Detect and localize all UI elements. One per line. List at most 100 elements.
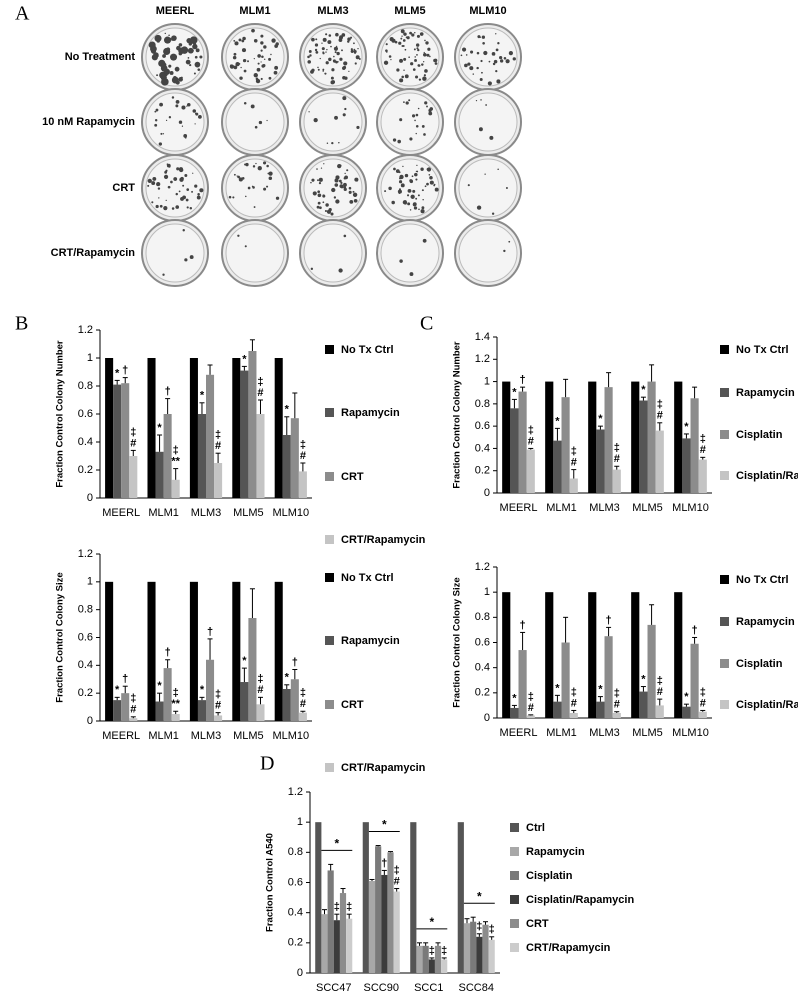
colony [397, 139, 401, 144]
colony [407, 188, 412, 193]
colony [256, 67, 261, 72]
significance-mark: ‡ [300, 687, 306, 699]
error-bar [597, 696, 603, 702]
colony [257, 166, 262, 171]
error-bar [657, 422, 663, 431]
significance-mark: ** [171, 456, 180, 468]
colony [260, 41, 264, 45]
colony [194, 123, 196, 125]
colony [165, 199, 167, 202]
significance-mark: ‡ [346, 901, 352, 913]
colony [485, 104, 488, 106]
colony [429, 55, 431, 58]
colony [415, 113, 419, 117]
bar [256, 704, 265, 721]
colony [238, 38, 242, 42]
colony [184, 136, 187, 139]
bar [256, 414, 265, 498]
colony [415, 197, 418, 200]
colony [310, 181, 312, 184]
colony [404, 173, 409, 178]
colony [383, 60, 389, 65]
bar [569, 712, 578, 718]
error-bar [284, 416, 290, 435]
error-bar [340, 888, 346, 894]
significance-mark: * [684, 421, 689, 433]
error-bar [441, 957, 447, 960]
colony [322, 37, 327, 42]
colony [404, 48, 407, 51]
colony [162, 62, 167, 67]
colony [180, 46, 189, 54]
error-bar [683, 433, 689, 439]
significance-mark: # [614, 699, 620, 711]
y-tick-label: 0 [87, 715, 93, 727]
error-bar [528, 447, 534, 450]
colony [338, 179, 342, 183]
bar [147, 358, 156, 498]
significance-mark: ‡ [476, 921, 482, 933]
significance-mark: # [215, 440, 221, 452]
legend-swatch [720, 659, 729, 668]
x-tick-label: MLM3 [589, 502, 620, 514]
bar [639, 691, 648, 718]
colony [409, 179, 414, 184]
error-bar [563, 378, 569, 398]
colony [396, 68, 400, 72]
error-bar [249, 339, 255, 351]
colony [233, 65, 238, 70]
colony [346, 169, 349, 172]
colony [178, 167, 183, 172]
colony [427, 47, 431, 51]
x-tick-label: MLM1 [148, 507, 179, 519]
colony [412, 189, 416, 193]
significance-mark: † [381, 857, 387, 869]
bar [526, 715, 535, 718]
colony [465, 54, 468, 56]
colony [503, 249, 506, 253]
y-tick-label: 1 [484, 586, 490, 598]
colony [319, 57, 321, 60]
significance-mark: * [157, 680, 162, 692]
error-bar [321, 909, 327, 915]
colony [350, 49, 354, 53]
colony [229, 64, 233, 68]
bar [410, 822, 417, 973]
legend-swatch [510, 823, 519, 832]
plate-inner [303, 92, 363, 152]
error-bar [207, 638, 213, 660]
colony [415, 170, 418, 172]
significance-mark: ** [171, 698, 180, 710]
colony [335, 60, 338, 64]
colony [406, 194, 410, 197]
colony [187, 47, 194, 54]
bar [163, 414, 172, 498]
colony [354, 62, 357, 65]
bar [232, 358, 241, 498]
error-bar [554, 694, 560, 702]
bar [655, 430, 664, 493]
error-bar [520, 386, 526, 392]
plate-inner [225, 158, 285, 218]
y-tick-label: 0.4 [288, 907, 303, 919]
legend-label: Ctrl [526, 822, 545, 834]
colony [335, 199, 340, 204]
colony [434, 187, 439, 192]
colony [392, 138, 397, 142]
colony [171, 96, 175, 99]
colony [330, 80, 335, 85]
error-bar [130, 716, 136, 719]
colony [424, 39, 426, 42]
colony [414, 31, 416, 34]
colony [350, 48, 353, 51]
colony [189, 255, 194, 260]
colony [241, 48, 247, 53]
colony [184, 258, 188, 262]
y-axis-label: Fraction Control Colony Size [55, 572, 66, 702]
bar [441, 959, 448, 973]
y-tick-label: 0.4 [78, 659, 93, 671]
colony [332, 59, 336, 63]
error-bar [606, 626, 612, 637]
colony [416, 34, 420, 38]
colony [165, 119, 168, 122]
